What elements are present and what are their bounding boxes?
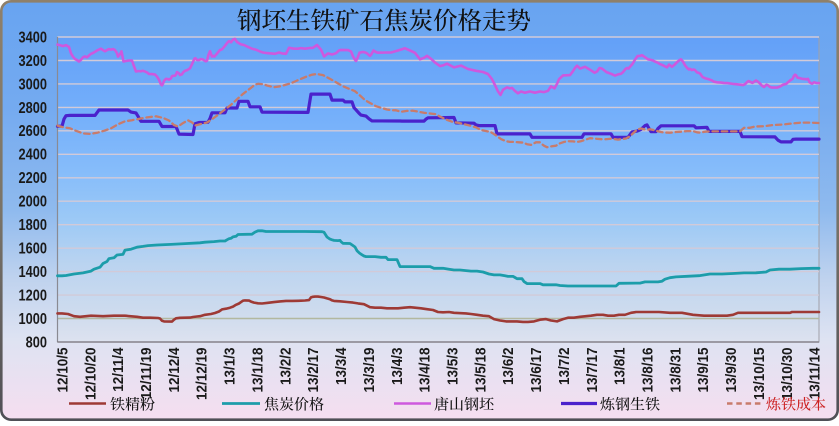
svg-text:13/2/2: 13/2/2 xyxy=(278,347,295,385)
svg-text:13/5/3: 13/5/3 xyxy=(445,347,462,385)
svg-text:13/1/3: 13/1/3 xyxy=(222,347,239,385)
svg-text:13/3/4: 13/3/4 xyxy=(333,347,350,385)
svg-text:13/4/18: 13/4/18 xyxy=(417,347,434,392)
svg-text:12/12/4: 12/12/4 xyxy=(166,347,183,392)
svg-text:13/6/2: 13/6/2 xyxy=(501,347,518,385)
svg-text:13/8/1: 13/8/1 xyxy=(612,347,629,385)
svg-text:3400: 3400 xyxy=(19,29,47,47)
svg-text:1600: 1600 xyxy=(19,240,47,258)
svg-text:12/11/4: 12/11/4 xyxy=(111,347,128,391)
svg-text:13/9/30: 13/9/30 xyxy=(723,347,740,392)
svg-text:3200: 3200 xyxy=(19,53,47,71)
svg-text:13/1/18: 13/1/18 xyxy=(250,347,267,392)
svg-text:13/11/14: 13/11/14 xyxy=(807,347,824,399)
svg-text:13/10/15: 13/10/15 xyxy=(751,347,768,400)
svg-text:13/7/17: 13/7/17 xyxy=(584,347,601,392)
svg-text:3000: 3000 xyxy=(19,76,47,94)
svg-text:13/2/17: 13/2/17 xyxy=(306,347,323,392)
svg-text:13/5/18: 13/5/18 xyxy=(473,347,490,392)
svg-text:2200: 2200 xyxy=(19,170,47,188)
svg-text:13/6/17: 13/6/17 xyxy=(528,347,545,392)
svg-text:13/4/3: 13/4/3 xyxy=(389,347,406,385)
svg-text:2400: 2400 xyxy=(19,147,47,165)
svg-text:1000: 1000 xyxy=(19,311,47,329)
svg-text:13/7/2: 13/7/2 xyxy=(556,347,573,385)
svg-text:13/9/15: 13/9/15 xyxy=(696,347,713,392)
svg-text:2600: 2600 xyxy=(19,123,47,141)
svg-text:12/10/20: 12/10/20 xyxy=(83,347,100,400)
svg-text:13/8/31: 13/8/31 xyxy=(668,347,685,392)
svg-text:2800: 2800 xyxy=(19,100,47,118)
svg-text:13/3/19: 13/3/19 xyxy=(361,347,378,392)
svg-text:800: 800 xyxy=(26,334,47,352)
svg-text:13/8/16: 13/8/16 xyxy=(640,347,657,392)
svg-text:13/10/30: 13/10/30 xyxy=(779,347,796,400)
svg-text:1200: 1200 xyxy=(19,287,47,305)
svg-text:12/12/19: 12/12/19 xyxy=(194,347,211,400)
svg-text:12/11/19: 12/11/19 xyxy=(138,347,155,399)
svg-text:1400: 1400 xyxy=(19,264,47,282)
svg-text:12/10/5: 12/10/5 xyxy=(55,347,72,392)
svg-text:2000: 2000 xyxy=(19,193,47,211)
svg-text:1800: 1800 xyxy=(19,217,47,235)
